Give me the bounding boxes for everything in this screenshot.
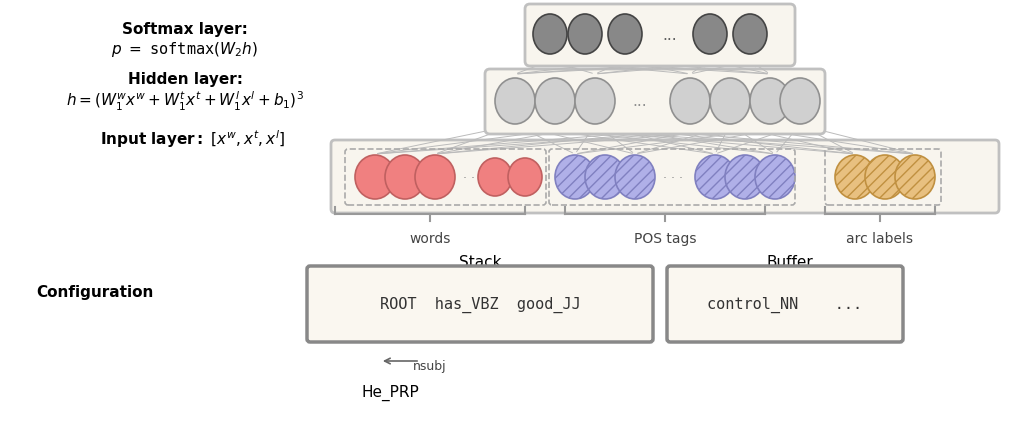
Ellipse shape xyxy=(725,155,765,200)
Ellipse shape xyxy=(865,155,905,200)
Text: · · ·: · · · xyxy=(463,171,483,184)
Text: $h = (W_1^w x^w + W_1^t x^t + W_1^l x^l + b_1)^3$: $h = (W_1^w x^w + W_1^t x^t + W_1^l x^l … xyxy=(66,90,304,113)
Ellipse shape xyxy=(615,155,655,200)
Ellipse shape xyxy=(555,155,595,200)
Text: Stack: Stack xyxy=(459,254,502,269)
Ellipse shape xyxy=(780,79,820,125)
Ellipse shape xyxy=(670,79,710,125)
Text: He_PRP: He_PRP xyxy=(361,384,419,400)
Ellipse shape xyxy=(478,159,512,197)
Text: words: words xyxy=(410,231,451,245)
Ellipse shape xyxy=(568,15,602,55)
Ellipse shape xyxy=(710,79,750,125)
Ellipse shape xyxy=(355,155,395,200)
Text: · · ·: · · · xyxy=(663,171,683,184)
Text: nsubj: nsubj xyxy=(414,359,446,372)
Text: Hidden layer:: Hidden layer: xyxy=(128,72,243,87)
Text: ROOT  has_VBZ  good_JJ: ROOT has_VBZ good_JJ xyxy=(380,296,581,312)
Ellipse shape xyxy=(415,155,455,200)
Text: $\mathbf{Input\ layer:}\ [x^w, x^t, x^l]$: $\mathbf{Input\ layer:}\ [x^w, x^t, x^l]… xyxy=(100,128,286,149)
Ellipse shape xyxy=(508,159,542,197)
Text: control_NN    ...: control_NN ... xyxy=(708,296,862,312)
Ellipse shape xyxy=(750,79,790,125)
Text: $p\ =\ \mathtt{softmax}(W_2 h)$: $p\ =\ \mathtt{softmax}(W_2 h)$ xyxy=(112,40,259,59)
Ellipse shape xyxy=(495,79,535,125)
Text: POS tags: POS tags xyxy=(634,231,696,245)
Text: Buffer: Buffer xyxy=(767,254,813,269)
Ellipse shape xyxy=(695,155,735,200)
Text: arc labels: arc labels xyxy=(847,231,913,245)
FancyBboxPatch shape xyxy=(331,141,999,213)
Text: ...: ... xyxy=(663,28,677,42)
Ellipse shape xyxy=(575,79,615,125)
Ellipse shape xyxy=(608,15,642,55)
FancyBboxPatch shape xyxy=(485,70,825,135)
FancyBboxPatch shape xyxy=(667,266,903,342)
Ellipse shape xyxy=(534,15,567,55)
Text: Configuration: Configuration xyxy=(36,284,154,299)
Ellipse shape xyxy=(755,155,795,200)
Ellipse shape xyxy=(585,155,625,200)
Text: Softmax layer:: Softmax layer: xyxy=(122,22,248,37)
Ellipse shape xyxy=(535,79,575,125)
FancyBboxPatch shape xyxy=(525,5,795,67)
Text: ...: ... xyxy=(633,94,647,109)
Ellipse shape xyxy=(693,15,727,55)
Ellipse shape xyxy=(835,155,874,200)
Ellipse shape xyxy=(733,15,767,55)
Ellipse shape xyxy=(895,155,935,200)
FancyBboxPatch shape xyxy=(307,266,653,342)
Ellipse shape xyxy=(385,155,425,200)
